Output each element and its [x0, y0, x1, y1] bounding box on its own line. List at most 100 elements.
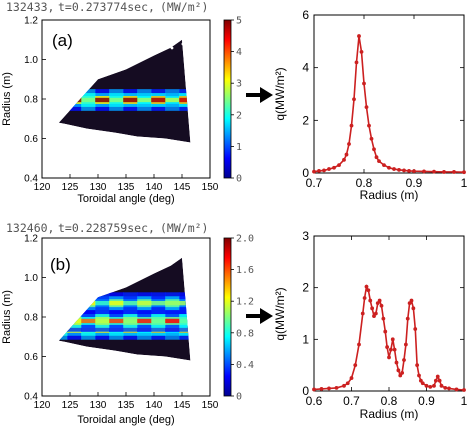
annotation-b: At ELM peak time: [104, 374, 195, 386]
colorbar-tick-label: 0.4: [236, 360, 254, 371]
line-frame-b: [313, 235, 465, 392]
y-tick-label: 0.6: [24, 134, 38, 145]
white-speckles-a: [170, 36, 188, 50]
data-point: [344, 152, 349, 157]
heatmap-cell: [151, 318, 166, 324]
data-point: [317, 168, 321, 173]
data-point: [462, 170, 466, 175]
data-point: [312, 169, 316, 174]
colorbar-ticks-a: 0 1 2 3 4 5: [231, 16, 242, 185]
colorbar-tick-label: 2.0: [236, 234, 254, 245]
data-point: [373, 311, 378, 316]
y-axis-label-b: Radius (m): [1, 290, 13, 344]
x-tick-label: 0.7: [306, 176, 323, 190]
data-point: [387, 165, 391, 170]
heatmap-cell: [109, 301, 124, 306]
x-tick-label: 140: [146, 400, 163, 411]
data-point: [327, 167, 331, 171]
data-point: [383, 329, 388, 334]
data-point: [422, 169, 426, 174]
header-unit-a: (MW/m²): [160, 0, 208, 14]
x-tick-label: 1: [461, 176, 468, 190]
y-tick-label: 6: [302, 8, 309, 22]
y-tick-label: 1.2: [24, 16, 38, 27]
data-point: [353, 363, 358, 368]
colorbar-tick-label: 1.6: [236, 265, 254, 276]
data-point: [394, 360, 399, 365]
data-point: [377, 159, 381, 164]
x-tick-label: 0.7: [343, 394, 360, 408]
heatmap-cell: [151, 301, 166, 306]
data-point: [432, 169, 436, 174]
y-tick-label: 1.0: [24, 55, 38, 66]
data-point: [390, 337, 395, 342]
data-point: [417, 373, 421, 378]
y-tick-label: 0.6: [24, 352, 38, 363]
data-point: [372, 147, 376, 152]
data-point: [382, 163, 386, 168]
data-point: [454, 387, 459, 392]
x-tick-label: 150: [202, 182, 219, 193]
heatmap-cell: [165, 97, 180, 103]
y-tick-label: 2: [302, 281, 309, 295]
x-axis-label-b: Toroidal angle (deg): [77, 414, 174, 426]
data-point: [354, 60, 359, 65]
heatmap-cell: [179, 97, 191, 103]
x-tick-label: 0.6: [306, 394, 323, 408]
data-point: [392, 347, 397, 352]
colorbar-a: [223, 19, 232, 179]
heatmap-cell: [123, 318, 138, 324]
data-point: [435, 374, 440, 379]
y-tick-label: 1: [302, 332, 309, 346]
line-points-a: [312, 34, 466, 175]
header-shot-a: 132433,: [6, 0, 54, 14]
y-tick-label: 0.8: [24, 313, 38, 324]
data-point: [357, 34, 361, 38]
heatmap-cell: [123, 301, 138, 306]
data-point: [342, 383, 346, 388]
data-point: [349, 376, 354, 380]
x-tick-label: 0.8: [381, 394, 398, 408]
data-point: [342, 157, 346, 162]
colorbar-tick-label: 0: [236, 174, 242, 185]
data-point: [345, 381, 350, 386]
x-tick-label: 135: [118, 182, 135, 193]
x-tick-label: 140: [146, 182, 163, 193]
heatmap-image-a: [58, 39, 191, 143]
data-point: [392, 167, 396, 171]
line-axis-ticks-b: 0.6 0.7 0.8 0.9 1 0 1 2 3: [302, 229, 467, 408]
data-point: [368, 298, 373, 303]
x-axis-label-a: Toroidal angle (deg): [77, 193, 174, 205]
data-point: [432, 383, 436, 388]
heatmap-cell: [137, 301, 152, 306]
line-points-b: [312, 284, 466, 392]
data-point: [400, 371, 405, 375]
colorbar-tick-label: 3: [236, 79, 242, 90]
heatmap-cell: [81, 318, 96, 324]
line-y-axis-label-b: q(MW/m²): [273, 287, 287, 340]
data-point: [402, 358, 406, 362]
data-point: [397, 167, 401, 172]
data-point: [352, 97, 356, 102]
x-tick-label: 120: [34, 400, 51, 411]
heatmap-panel-b: 132460, t=0.228759sec, (MW/m²) (b) At EL…: [1, 221, 254, 426]
data-point: [420, 381, 425, 386]
data-point: [362, 81, 366, 86]
data-point: [462, 388, 466, 392]
annotation-a: At ELM peak time: [104, 156, 195, 168]
data-point: [387, 355, 391, 360]
colorbar-tick-label: 0.8: [236, 328, 254, 339]
x-tick-label: 145: [174, 400, 191, 411]
x-tick-label: 1: [461, 394, 468, 408]
x-tick-label: 0.9: [418, 394, 435, 408]
data-point: [357, 342, 361, 347]
y-tick-label: 2: [302, 113, 309, 127]
line-y-axis-label-a: q(MW/m²): [273, 67, 287, 120]
heatmap-cell: [95, 301, 110, 306]
heatmap-cell: [151, 97, 166, 103]
heatmap-cell: [81, 97, 96, 103]
colorbar-tick-label: 1: [236, 142, 242, 153]
data-point: [327, 386, 331, 391]
y-tick-label: 1.2: [24, 234, 38, 245]
heatmap-cell: [179, 318, 191, 324]
